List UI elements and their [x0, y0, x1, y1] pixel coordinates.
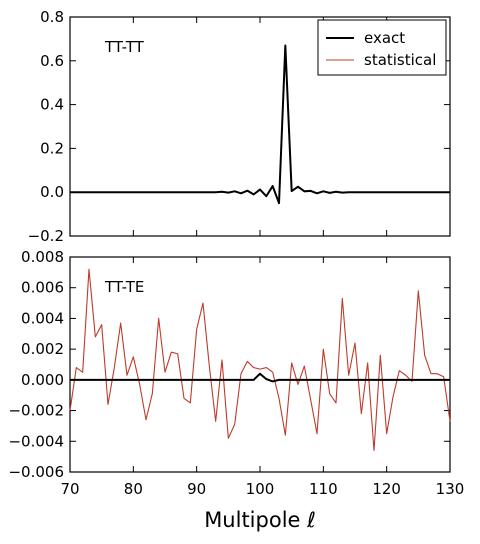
x-tick-label: 80	[124, 480, 143, 498]
y-tick-label: −0.006	[8, 463, 64, 481]
y-tick-label: 0.002	[21, 340, 64, 358]
legend-box	[317, 19, 447, 76]
series-line-exact	[70, 44, 450, 205]
x-tick-label: 110	[309, 480, 338, 498]
panel-tt-tt: −0.2 0.0 0.2 0.4 0.6 0.8 TT-TT exact statisti…	[28, 8, 451, 245]
panel-annotation-tt-tt: TT-TT	[104, 38, 145, 56]
x-axis-label: Multipole ℓ	[204, 508, 316, 532]
y-axis-tt-tt: −0.2 0.0 0.2 0.4 0.6 0.8	[28, 8, 451, 245]
y-tick-label: 0.006	[21, 279, 64, 297]
series-line-exact	[70, 372, 450, 383]
x-tick-label: 130	[436, 480, 465, 498]
y-tick-label: 0.000	[21, 371, 64, 389]
y-tick-label: 0.6	[40, 52, 64, 70]
y-tick-label: 0.4	[40, 96, 64, 114]
y-tick-label: 0.8	[40, 8, 64, 26]
x-tick-label: 100	[246, 480, 275, 498]
x-tick-label: 90	[187, 480, 206, 498]
y-tick-label: −0.002	[8, 402, 64, 420]
y-axis-tt-te: −0.006 −0.004 −0.002 0.000 0.002 0.004 0.006 0.…	[8, 248, 451, 481]
panel-tt-te: −0.006 −0.004 −0.002 0.000 0.002 0.004 0.006 0.…	[8, 248, 451, 481]
y-tick-label: −0.004	[8, 432, 64, 450]
x-tick-label: 120	[372, 480, 401, 498]
y-tick-label: 0.008	[21, 248, 64, 266]
y-tick-label: 0.2	[40, 139, 64, 157]
y-tick-label: 0.0	[40, 183, 64, 201]
legend: exact statistical	[317, 19, 447, 76]
legend-label-statistical: statistical	[364, 51, 436, 69]
y-tick-label: −0.2	[28, 227, 64, 245]
y-tick-label: 0.004	[21, 309, 64, 327]
panel-annotation-tt-te: TT-TE	[104, 278, 144, 296]
x-tick-label: 70	[60, 480, 79, 498]
x-axis: 70 80 90 100 110 120 130	[60, 480, 464, 498]
series-line-statistical	[69, 268, 451, 452]
legend-label-exact: exact	[364, 29, 405, 47]
